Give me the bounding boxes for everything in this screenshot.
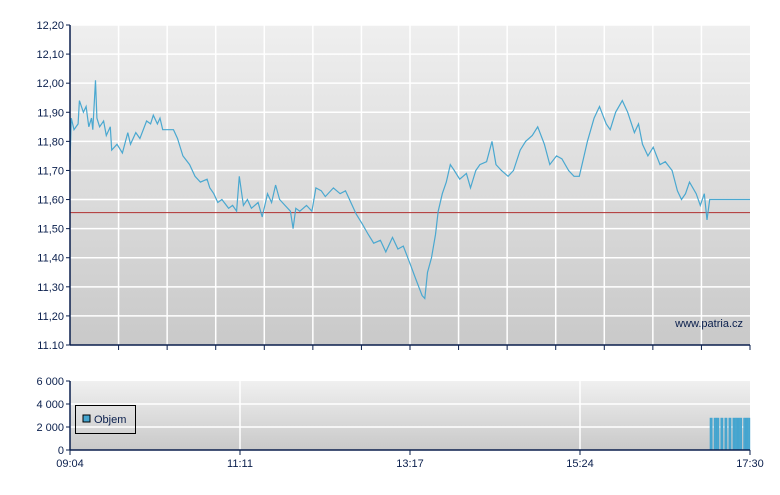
volume-bar: [725, 417, 728, 450]
legend-box: [75, 405, 136, 434]
volume-bar: [721, 417, 724, 450]
volume-bar: [728, 417, 731, 450]
y-tick-label: 12,10: [36, 49, 64, 61]
volume-bar: [739, 417, 741, 450]
volume-bar: [736, 417, 739, 450]
y-tick-label: 11,80: [37, 136, 64, 148]
y-tick-label: 11,90: [37, 107, 64, 119]
volume-bar: [724, 417, 727, 450]
legend-swatch: [82, 414, 91, 423]
y-tick-label: 12,00: [36, 78, 64, 90]
y-tick-label: 11,60: [37, 195, 64, 207]
watermark: www.patria.cz: [674, 318, 743, 330]
volume-bar: [711, 417, 713, 450]
x-tick-label: 13:17: [396, 458, 424, 470]
volume-chart: 0 2 000 4 000 6 000 09:04 11:11 13:17 15:24 17:3…: [36, 376, 763, 470]
volume-bar: [729, 417, 732, 450]
volume-bar: [740, 417, 743, 450]
volume-bar: [735, 417, 737, 450]
price-chart: 11.10 11,20 11,30 11,40 11,50 11,60 11,70 11,80…: [36, 20, 751, 352]
price-line: [69, 80, 750, 300]
y-tick-label: 6 000: [36, 376, 64, 388]
volume-bar: [747, 417, 749, 450]
x-tick-label: 09:04: [56, 458, 84, 470]
y-tick-label: 11.10: [37, 340, 64, 352]
volume-bar: [744, 417, 747, 450]
volume-bar: [720, 417, 722, 450]
y-tick-label: 11,70: [37, 165, 64, 177]
volume-bar: [716, 417, 718, 450]
volume-bar: [709, 417, 712, 450]
y-tick-label: 11,40: [37, 253, 64, 265]
y-tick-label: 4 000: [36, 399, 64, 411]
y-tick-label: 11,30: [37, 282, 64, 294]
y-tick-label: 12,20: [36, 20, 64, 32]
volume-bar: [745, 417, 748, 450]
volume-bar: [733, 417, 736, 450]
x-tick-label: 11:11: [227, 458, 253, 470]
x-tick-label: 17:30: [736, 458, 764, 470]
y-tick-label: 11,50: [37, 224, 64, 236]
x-tick-label: 15:24: [566, 458, 594, 470]
volume-bar: [732, 417, 735, 450]
volume-bar: [717, 417, 720, 450]
volume-bar: [743, 417, 745, 450]
volume-bar: [737, 417, 740, 450]
volume-bar: [715, 417, 717, 450]
legend-label: Objem: [94, 414, 126, 426]
y-tick-label: 11,20: [37, 311, 64, 323]
plot-background: [70, 381, 750, 450]
y-tick-label: 0: [58, 445, 64, 457]
volume-bar: [748, 417, 751, 450]
legend: Objem: [75, 405, 136, 434]
y-tick-label: 2 000: [36, 422, 64, 434]
volume-bar: [713, 417, 716, 450]
